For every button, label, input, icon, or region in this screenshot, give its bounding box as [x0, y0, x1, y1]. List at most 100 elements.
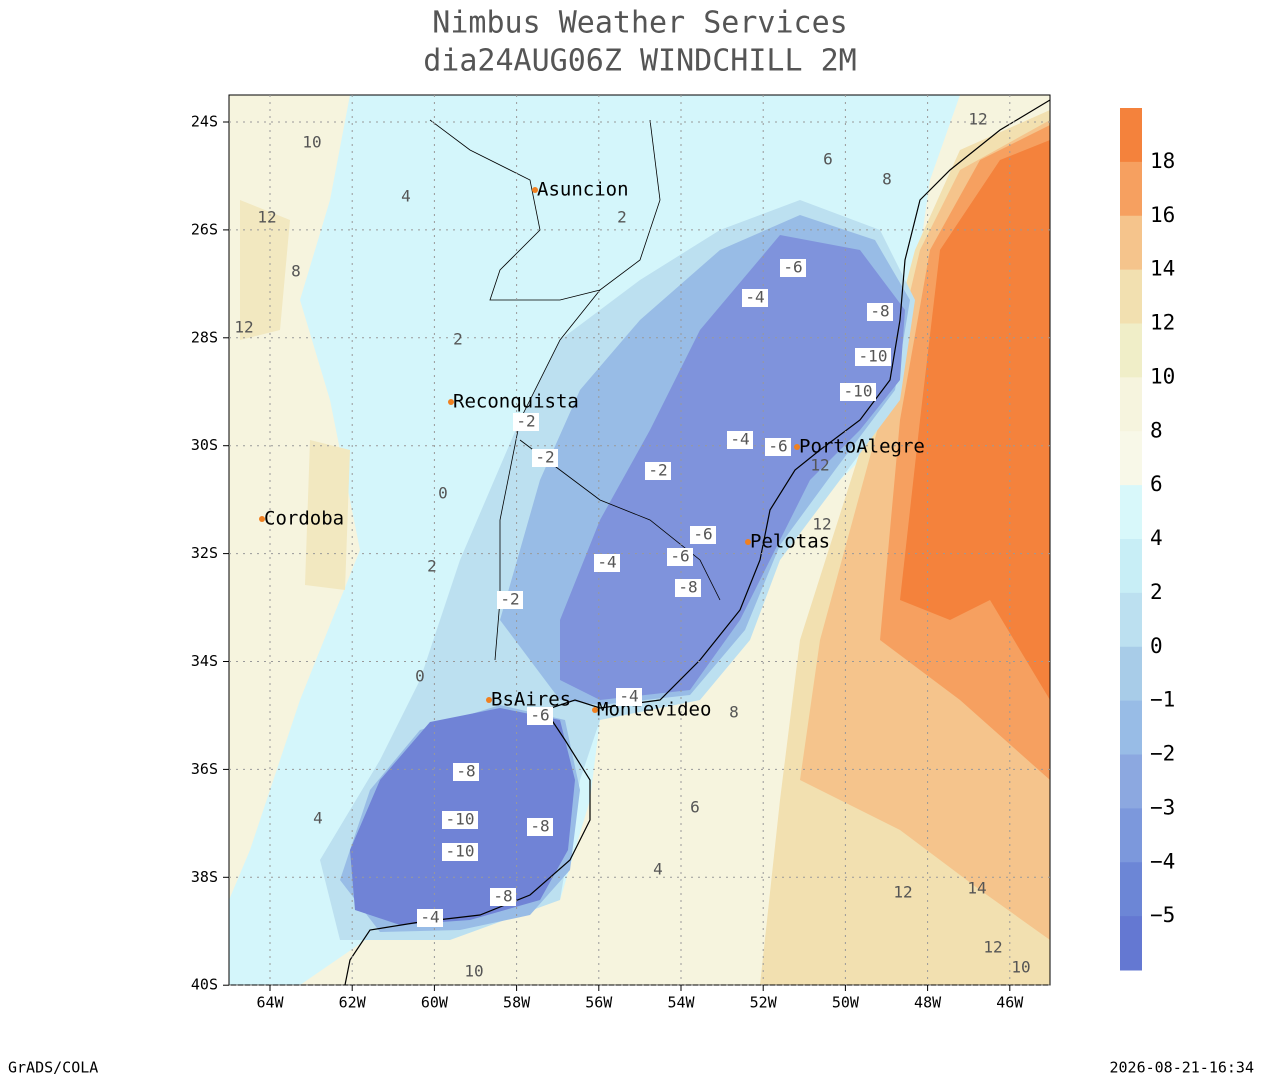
colorbar-box: [1120, 269, 1142, 324]
contour-label-bg: [727, 431, 753, 449]
city-label: PortoAlegre: [799, 436, 925, 458]
lat-tick-label: 36S: [191, 760, 218, 778]
contour-label: -10: [446, 810, 475, 829]
contour-label: 10: [1011, 958, 1030, 977]
contour-label: 2: [427, 557, 437, 576]
contour-label: 12: [812, 515, 831, 534]
title: Nimbus Weather Services: [432, 6, 847, 41]
contour-label: 10: [302, 133, 321, 152]
city-label: Cordoba: [264, 508, 344, 530]
city-label: Asuncion: [537, 179, 629, 201]
contour-label: -8: [456, 762, 475, 781]
colorbar-label: −5: [1150, 903, 1175, 927]
contour-label: 14: [967, 879, 986, 898]
contour-label-bg: [867, 303, 893, 321]
contour-label: -8: [493, 887, 512, 906]
contour-label: 2: [453, 330, 463, 349]
contour-label: -4: [597, 553, 616, 572]
contour-label: -10: [859, 347, 888, 366]
colorbar-box: [1120, 700, 1142, 755]
colorbar-label: 2: [1150, 580, 1163, 604]
colorbar-box: [1120, 539, 1142, 594]
colorbar-label: 6: [1150, 472, 1163, 496]
colorbar-box: [1120, 377, 1142, 432]
contour-label-bg: [442, 811, 478, 829]
contour-label-bg: [645, 462, 671, 480]
contour-label-bg: [616, 688, 642, 706]
colorbar-label: 4: [1150, 526, 1163, 550]
colorbar-box: [1120, 862, 1142, 917]
grid: [223, 95, 1050, 991]
contour-label: 12: [968, 110, 987, 129]
contour-label: -6: [530, 706, 549, 725]
colorbar-box: [1120, 916, 1142, 971]
colorbar-box: [1120, 592, 1142, 648]
lon-tick-label: 60W: [421, 994, 449, 1012]
colorbar-label: 14: [1150, 257, 1175, 281]
contour-label: 8: [729, 703, 739, 722]
city-label: Pelotas: [750, 531, 830, 553]
colorbar-label: 18: [1150, 149, 1175, 173]
colorbar-label: −3: [1150, 795, 1175, 819]
contour-label-bg: [417, 909, 443, 927]
lat-tick-label: 30S: [191, 436, 218, 454]
contour-label-bg: [742, 289, 768, 307]
lon-tick-label: 64W: [256, 994, 284, 1012]
contour-label: -2: [500, 590, 519, 609]
colorbar-label: 8: [1150, 418, 1163, 442]
contour-label: -10: [844, 382, 873, 401]
contour-label: 4: [313, 809, 323, 828]
contour-label-bg: [675, 579, 701, 597]
contour-label-bg: [442, 843, 478, 861]
contour-label-bg: [527, 707, 553, 725]
cold-zone: [560, 235, 905, 700]
contour-label: -2: [648, 461, 667, 480]
contour-label: 4: [653, 860, 663, 879]
contour-label: -4: [730, 430, 749, 449]
city-dot: [259, 516, 265, 522]
lon-tick-label: 58W: [503, 994, 531, 1012]
lon-tick-label: 62W: [339, 994, 367, 1012]
colorbar-label: −1: [1150, 688, 1175, 712]
contour-label: -8: [870, 302, 889, 321]
lon-tick-label: 46W: [996, 994, 1024, 1012]
footer-right: 2026-08-21-16:34: [1110, 1059, 1255, 1077]
contour-label: 10: [464, 962, 483, 981]
contour-label: -4: [420, 908, 439, 927]
contour-label-bg: [453, 763, 479, 781]
city-dot: [486, 697, 492, 703]
contour-label-bg: [690, 526, 716, 544]
colorbar-label: 10: [1150, 364, 1175, 388]
contour-label: 0: [438, 484, 448, 503]
lat-tick-label: 34S: [191, 652, 218, 670]
contour-label: 12: [257, 208, 276, 227]
contour-label: 0: [415, 667, 425, 686]
city-dot: [592, 707, 598, 713]
contour-label: -4: [619, 687, 638, 706]
colorbar-box: [1120, 323, 1142, 378]
east-warm: [900, 140, 1050, 700]
lat-tick-label: 40S: [191, 976, 218, 994]
colorbar-box: [1120, 808, 1142, 863]
city-dot: [448, 399, 454, 405]
colorbar-box: [1120, 108, 1142, 163]
contour-label: 12: [810, 456, 829, 475]
west-warm: [305, 440, 350, 590]
contour-label: 6: [690, 798, 700, 817]
contour-label: 12: [234, 318, 253, 337]
colorbar-label: 0: [1150, 634, 1163, 658]
lat-tick-label: 32S: [191, 544, 218, 562]
colorbar-label: −4: [1150, 849, 1175, 873]
map-frame: [228, 94, 1051, 986]
contour-label: 8: [882, 170, 892, 189]
contour-label-bg: [497, 591, 523, 609]
colorbar-box: [1120, 215, 1142, 271]
lon-tick-label: 50W: [832, 994, 860, 1012]
city-dot: [532, 187, 538, 193]
colorbar-box: [1120, 161, 1142, 217]
colorbar-label: 16: [1150, 203, 1175, 227]
city-label: Reconquista: [453, 391, 579, 413]
lat-tick-label: 38S: [191, 868, 218, 886]
contour-label: -6: [670, 547, 689, 566]
